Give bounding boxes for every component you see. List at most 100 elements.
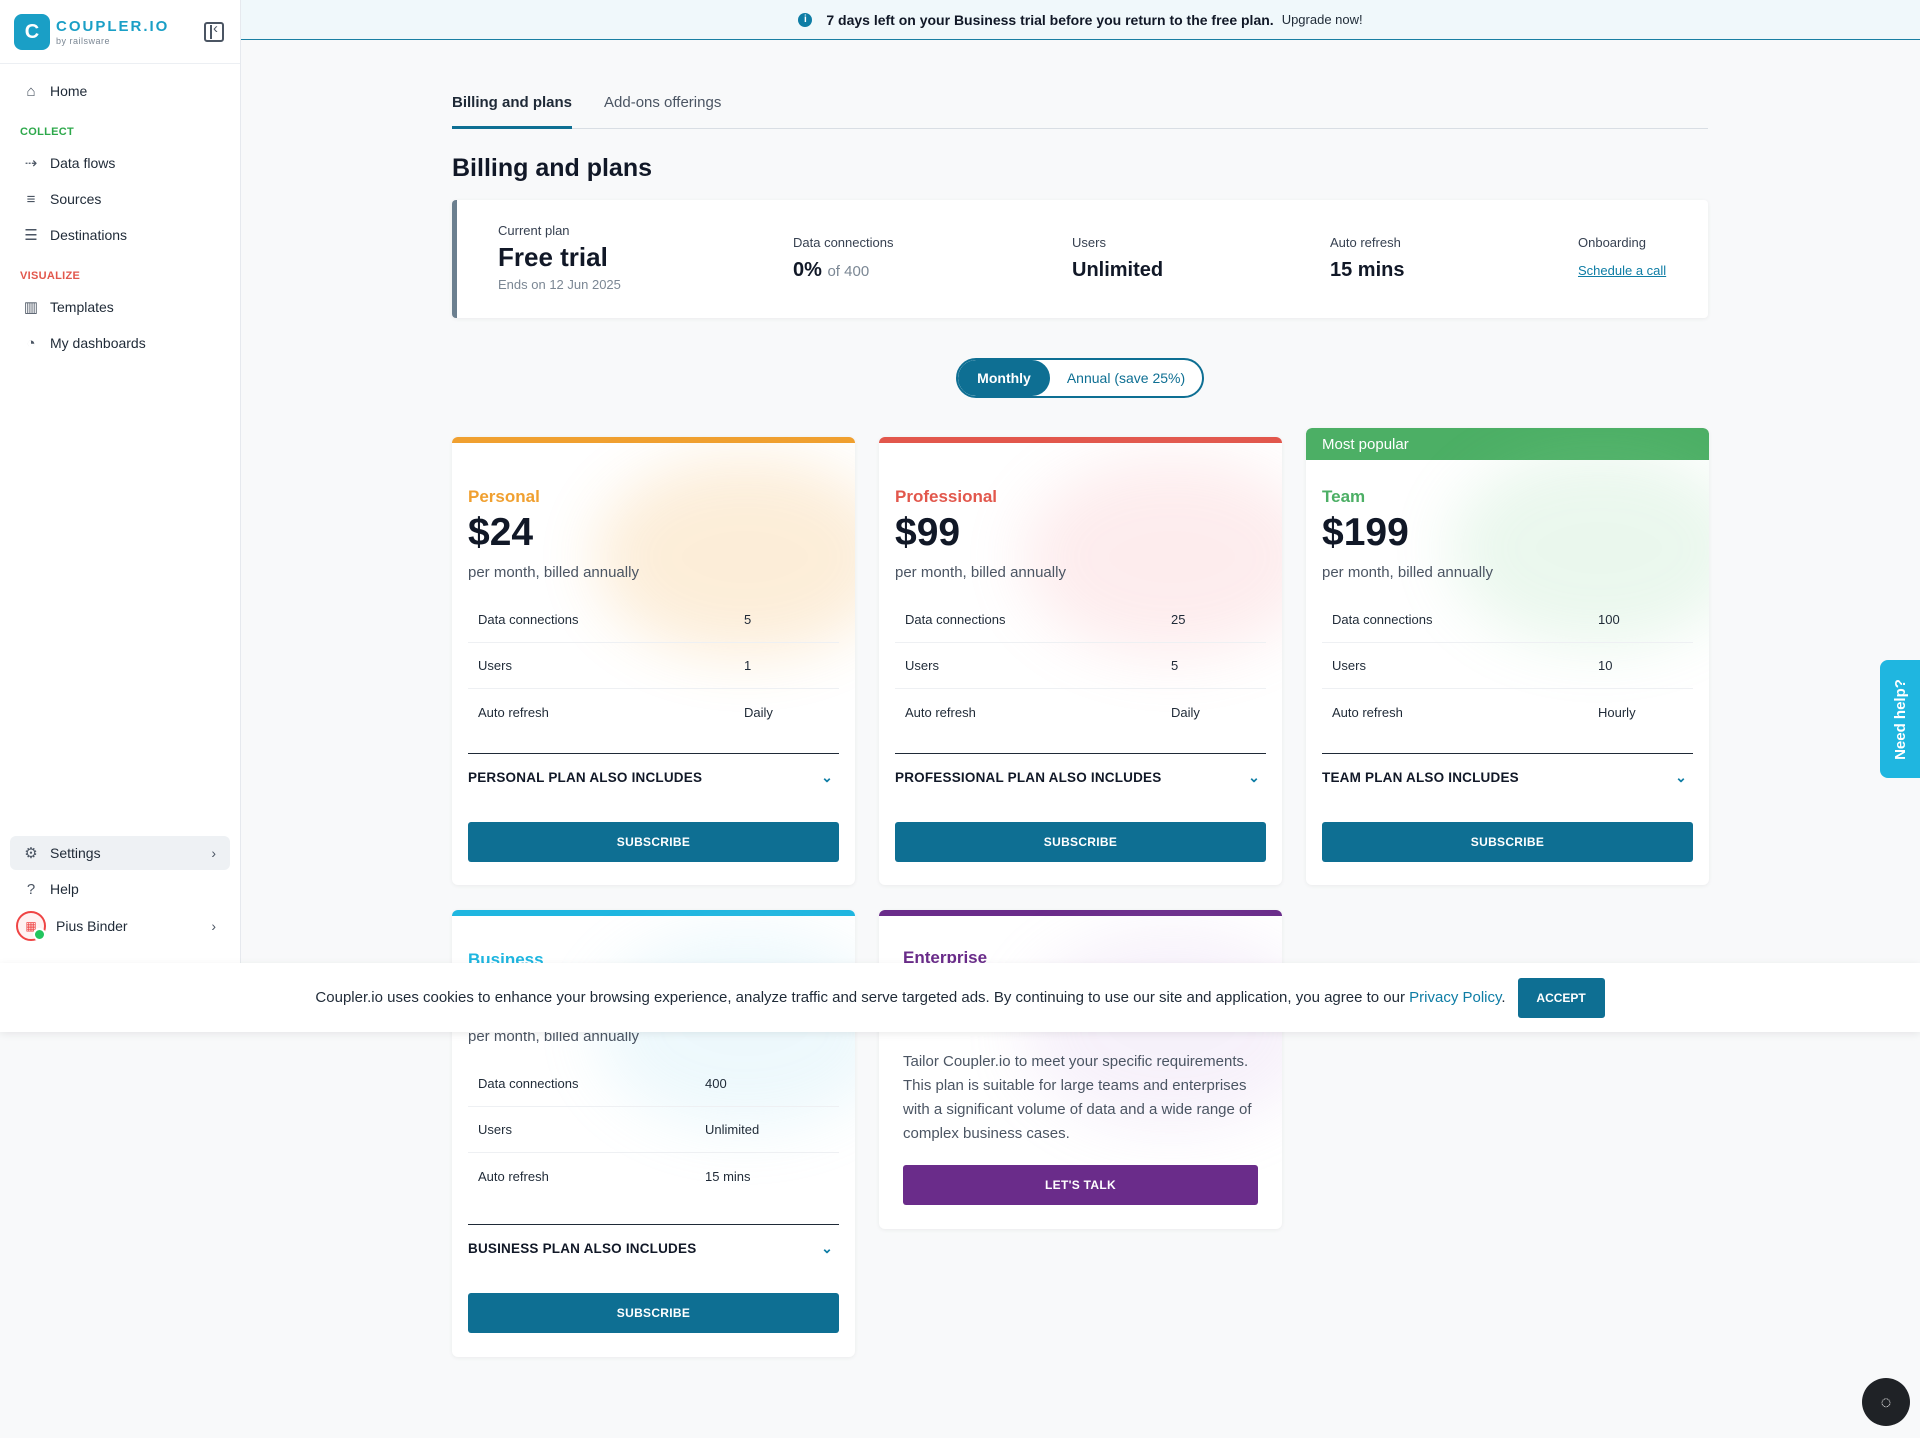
feature-label: Auto refresh bbox=[1332, 704, 1403, 720]
sidebar-item-settings[interactable]: ⚙ Settings › bbox=[10, 836, 230, 870]
gear-icon: ⚙ bbox=[24, 845, 38, 862]
plan-includes-label: TEAM PLAN ALSO INCLUDES bbox=[1322, 770, 1519, 785]
most-popular-badge: Most popular bbox=[1306, 428, 1709, 460]
table-row: Data connections 5 bbox=[468, 597, 839, 643]
plan-features-table: Data connections 400 Users Unlimited Auto … bbox=[468, 1061, 839, 1199]
sidebar-item-label: Sources bbox=[50, 191, 102, 207]
user-name: Pius Binder bbox=[56, 918, 128, 934]
plan-includes-toggle[interactable]: BUSINESS PLAN ALSO INCLUDES ⌄ bbox=[468, 1224, 839, 1272]
sidebar-item-sources[interactable]: ≡ Sources bbox=[22, 186, 102, 212]
sidebar-item-templates[interactable]: ▥ Templates bbox=[22, 294, 114, 320]
collapse-sidebar-icon[interactable] bbox=[204, 20, 224, 42]
feature-value: 400 bbox=[705, 1076, 727, 1091]
need-help-tab[interactable]: Need help? bbox=[1880, 660, 1920, 778]
user-menu[interactable]: ▦ Pius Binder › bbox=[16, 911, 216, 941]
schedule-call-link[interactable]: Schedule a call bbox=[1578, 263, 1667, 278]
feature-label: Data connections bbox=[905, 612, 1006, 627]
decorative-glow bbox=[1022, 457, 1282, 657]
tab-billing-and-plans[interactable]: Billing and plans bbox=[452, 88, 573, 129]
plan-includes-toggle[interactable]: TEAM PLAN ALSO INCLUDES ⌄ bbox=[1322, 753, 1693, 801]
feature-value: Hourly bbox=[1598, 704, 1636, 720]
table-row: Data connections 25 bbox=[895, 597, 1266, 643]
toggle-monthly[interactable]: Monthly bbox=[958, 360, 1050, 396]
plan-accent-bar bbox=[879, 437, 1282, 443]
users-value: Unlimited bbox=[1072, 259, 1164, 281]
data-connections-label: Data connections bbox=[793, 235, 894, 250]
plan-includes-toggle[interactable]: PERSONAL PLAN ALSO INCLUDES ⌄ bbox=[468, 753, 839, 801]
sidebar-item-help[interactable]: ? Help bbox=[22, 876, 79, 902]
feature-label: Auto refresh bbox=[905, 704, 976, 720]
plan-price: $199 bbox=[1322, 511, 1409, 554]
home-icon: ⌂ bbox=[26, 82, 36, 100]
feature-label: Auto refresh bbox=[478, 1168, 549, 1184]
plan-name: Professional bbox=[895, 487, 998, 506]
feature-label: Data connections bbox=[478, 1076, 579, 1091]
feature-value: 100 bbox=[1598, 612, 1620, 627]
feature-value: Unlimited bbox=[705, 1122, 760, 1137]
subscribe-button[interactable]: SUBSCRIBE bbox=[895, 822, 1266, 862]
logo-byline: by railsware bbox=[56, 35, 111, 46]
sidebar-item-label: My dashboards bbox=[50, 335, 146, 351]
accept-cookies-button[interactable]: ACCEPT bbox=[1517, 977, 1605, 1018]
plan-accent-bar bbox=[452, 437, 855, 443]
plan-includes-label: PROFESSIONAL PLAN ALSO INCLUDES bbox=[895, 770, 1162, 785]
chevron-down-icon: ⌄ bbox=[821, 1240, 833, 1256]
current-plan-card: Current plan Free trial Ends on 12 Jun 2… bbox=[452, 200, 1708, 318]
upgrade-link[interactable]: Upgrade now! bbox=[1281, 12, 1363, 27]
feature-label: Users bbox=[478, 658, 512, 673]
table-row: Auto refresh Daily bbox=[468, 689, 839, 735]
chevron-right-icon: › bbox=[211, 918, 216, 934]
feature-label: Data connections bbox=[478, 612, 579, 627]
tab-add-ons-offerings[interactable]: Add-ons offerings bbox=[604, 94, 722, 111]
logo-icon: C bbox=[14, 14, 50, 50]
logo[interactable]: C COUPLER.IO by railsware bbox=[14, 14, 169, 50]
feature-label: Users bbox=[478, 1122, 512, 1137]
subscribe-button[interactable]: SUBSCRIBE bbox=[1322, 822, 1693, 862]
plan-features-table: Data connections 25 Users 5 Auto refresh Da… bbox=[895, 597, 1266, 735]
sidebar-item-home[interactable]: ⌂ Home bbox=[22, 78, 87, 104]
feature-value: 5 bbox=[744, 612, 752, 627]
plan-features-table: Data connections 100 Users 10 Auto refresh… bbox=[1322, 597, 1693, 735]
feature-label: Data connections bbox=[1332, 612, 1433, 627]
privacy-policy-link[interactable]: Privacy Policy bbox=[1409, 989, 1502, 1006]
sidebar-item-destinations[interactable]: ☰ Destinations bbox=[22, 222, 127, 248]
subscribe-button[interactable]: SUBSCRIBE bbox=[468, 822, 839, 862]
plan-billing-note: per month, billed annually bbox=[468, 1028, 639, 1045]
feature-label: Users bbox=[1332, 658, 1366, 673]
plan-price: $24 bbox=[468, 511, 534, 554]
auto-refresh-value: 15 mins bbox=[1330, 259, 1405, 281]
section-visualize: VISUALIZE bbox=[20, 270, 81, 282]
plan-card-professional: Professional $99 per month, billed annua… bbox=[879, 437, 1282, 885]
feature-label: Auto refresh bbox=[478, 704, 549, 720]
database-icon: ≡ bbox=[26, 190, 36, 208]
cookie-text: Coupler.io uses cookies to enhance your … bbox=[315, 989, 1405, 1006]
plan-includes-toggle[interactable]: PROFESSIONAL PLAN ALSO INCLUDES ⌄ bbox=[895, 753, 1266, 801]
trial-banner: i 7 days left on your Business trial bef… bbox=[241, 0, 1920, 40]
plan-price: $99 bbox=[895, 511, 961, 554]
feature-value: 1 bbox=[744, 658, 752, 673]
sidebar-item-data-flows[interactable]: ⇢ Data flows bbox=[22, 150, 116, 176]
toggle-annual[interactable]: Annual (save 25%) bbox=[1066, 370, 1186, 386]
cookie-period: . bbox=[1501, 989, 1506, 1006]
sidebar-item-my-dashboards[interactable]: ◔ My dashboards bbox=[22, 330, 146, 356]
chat-widget-button[interactable]: ◌ bbox=[1862, 1378, 1910, 1426]
bar-chart-icon: ▥ bbox=[23, 299, 39, 316]
decorative-glow bbox=[1449, 448, 1709, 648]
feature-label: Users bbox=[905, 658, 939, 673]
plan-includes-label: BUSINESS PLAN ALSO INCLUDES bbox=[468, 1241, 697, 1256]
plan-features-table: Data connections 5 Users 1 Auto refresh Dai… bbox=[468, 597, 839, 735]
plan-description: Tailor Coupler.io to meet your specific … bbox=[903, 1053, 1252, 1142]
chevron-down-icon: ⌄ bbox=[1675, 769, 1687, 785]
feature-value: 15 mins bbox=[705, 1168, 751, 1184]
chat-icon: ◌ bbox=[1880, 1391, 1892, 1412]
subscribe-button[interactable]: SUBSCRIBE bbox=[468, 1293, 839, 1333]
current-plan-ends: Ends on 12 Jun 2025 bbox=[498, 277, 621, 292]
data-flow-icon: ⇢ bbox=[24, 155, 38, 172]
sidebar-item-label: Data flows bbox=[50, 155, 116, 171]
lets-talk-button[interactable]: LET'S TALK bbox=[903, 1165, 1258, 1205]
need-help-label: Need help? bbox=[1891, 678, 1909, 760]
billing-period-toggle[interactable]: Monthly Annual (save 25%) bbox=[956, 358, 1204, 398]
auto-refresh-label: Auto refresh bbox=[1330, 235, 1401, 250]
chevron-right-icon: › bbox=[211, 845, 216, 861]
current-plan-label: Current plan bbox=[498, 223, 570, 238]
